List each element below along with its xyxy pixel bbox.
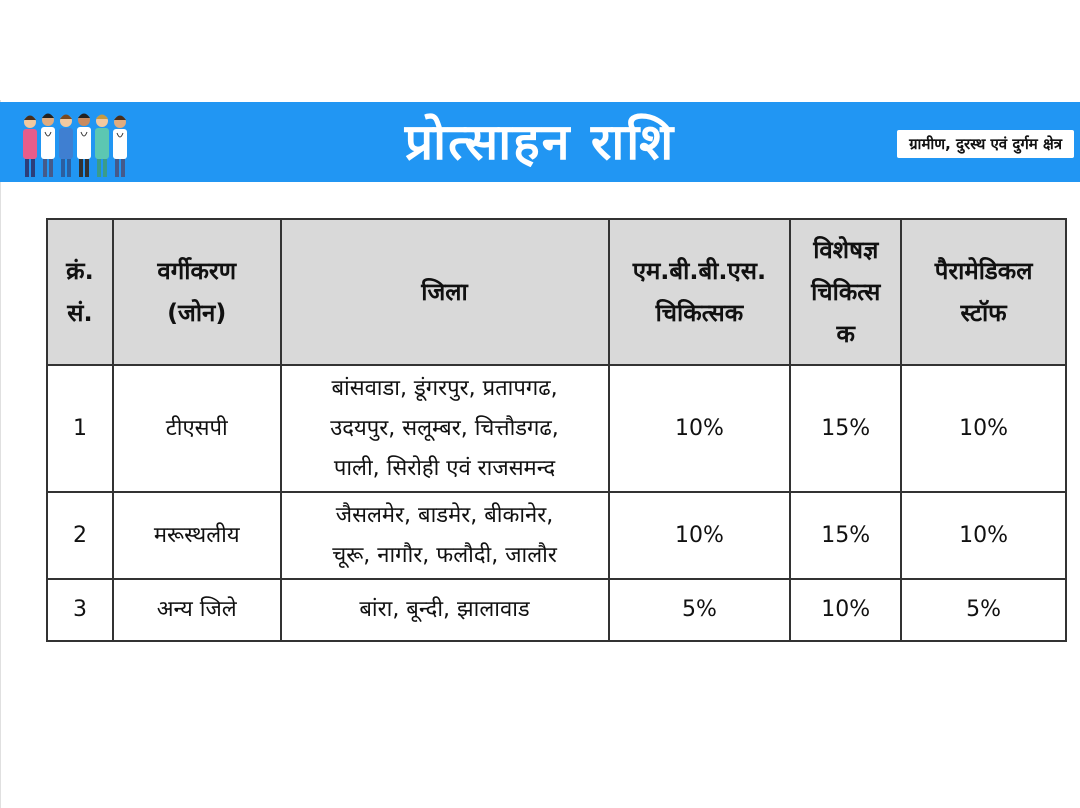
table-row: 1 टीएसपी बांसवाडा, डूंगरपुर, प्रतापगढ, उ… bbox=[46, 364, 1067, 493]
cell-sn: 3 bbox=[46, 578, 114, 642]
cell-zone: अन्य जिले bbox=[111, 578, 282, 642]
area-badge: ग्रामीण, दुरस्थ एवं दुर्गम क्षेत्र bbox=[897, 130, 1074, 158]
page-edge bbox=[0, 0, 1, 808]
district-line: चूरू, नागौर, फलौदी, जालौर bbox=[332, 542, 557, 568]
header-specialist-line-1: विशेषज्ञ bbox=[813, 236, 879, 264]
cell-specialist: 15% bbox=[789, 491, 903, 580]
cell-paramedical: 10% bbox=[900, 491, 1067, 580]
district-line: जैसलमेर, बाडमेर, बीकानेर, bbox=[335, 502, 554, 528]
cell-paramedical: 5% bbox=[900, 578, 1067, 642]
cell-mbbs: 10% bbox=[607, 491, 792, 580]
header-mbbs-line-2: चिकित्सक bbox=[655, 299, 744, 327]
header-specialist: विशेषज्ञ चिकित्स क bbox=[789, 218, 903, 366]
cell-zone: टीएसपी bbox=[111, 364, 282, 493]
header-zone-line-2: (जोन) bbox=[167, 299, 227, 327]
cell-mbbs: 5% bbox=[607, 578, 792, 642]
table-row: 3 अन्य जिले बांरा, बून्दी, झालावाड 5% 10… bbox=[46, 578, 1067, 642]
header-mbbs-line-1: एम.बी.बी.एस. bbox=[632, 257, 767, 285]
page-title: प्रोत्साहन राशि bbox=[404, 113, 676, 171]
cell-districts: जैसलमेर, बाडमेर, बीकानेर, चूरू, नागौर, फ… bbox=[279, 491, 610, 580]
cell-specialist: 10% bbox=[789, 578, 903, 642]
header-specialist-line-2: चिकित्स bbox=[811, 278, 881, 306]
cell-sn: 1 bbox=[46, 364, 114, 493]
incentive-table: क्रं. सं. वर्गीकरण (जोन) जिला एम.बी.बी.ए… bbox=[46, 218, 1067, 642]
district-line: बांसवाडा, डूंगरपुर, प्रतापगढ, bbox=[331, 375, 558, 401]
cell-paramedical: 10% bbox=[900, 364, 1067, 493]
district-line: बांरा, बून्दी, झालावाड bbox=[359, 597, 530, 622]
cell-mbbs: 10% bbox=[607, 364, 792, 493]
district-line: उदयपुर, सलूम्बर, चित्तौडगढ, bbox=[330, 415, 559, 441]
doctors-group-illustration bbox=[23, 113, 127, 177]
table-header-row: क्रं. सं. वर्गीकरण (जोन) जिला एम.बी.बी.ए… bbox=[46, 218, 1067, 366]
cell-specialist: 15% bbox=[789, 364, 903, 493]
cell-districts: बांसवाडा, डूंगरपुर, प्रतापगढ, उदयपुर, सल… bbox=[279, 364, 610, 493]
header-paramedical-line-1: पैरामेडिकल bbox=[934, 257, 1033, 285]
header-sn-line-2: सं. bbox=[67, 299, 93, 327]
header-paramedical: पैरामेडिकल स्टॉफ bbox=[900, 218, 1067, 366]
header-zone-line-1: वर्गीकरण bbox=[157, 257, 237, 285]
header-district-line-1: जिला bbox=[421, 278, 468, 306]
header-sn-line-1: क्रं. bbox=[66, 257, 94, 285]
district-line: पाली, सिरोही एवं राजसमन्द bbox=[333, 455, 556, 481]
header-specialist-line-3: क bbox=[836, 320, 855, 348]
header-mbbs: एम.बी.बी.एस. चिकित्सक bbox=[607, 218, 792, 366]
header-zone: वर्गीकरण (जोन) bbox=[111, 218, 282, 366]
top-blank-area bbox=[0, 0, 1080, 100]
header-sn: क्रं. सं. bbox=[46, 218, 114, 366]
header-district: जिला bbox=[279, 218, 610, 366]
cell-sn: 2 bbox=[46, 491, 114, 580]
cell-zone: मरूस्थलीय bbox=[111, 491, 282, 580]
cell-districts: बांरा, बून्दी, झालावाड bbox=[279, 578, 610, 642]
table-row: 2 मरूस्थलीय जैसलमेर, बाडमेर, बीकानेर, चू… bbox=[46, 491, 1067, 580]
header-paramedical-line-2: स्टॉफ bbox=[960, 299, 1007, 327]
